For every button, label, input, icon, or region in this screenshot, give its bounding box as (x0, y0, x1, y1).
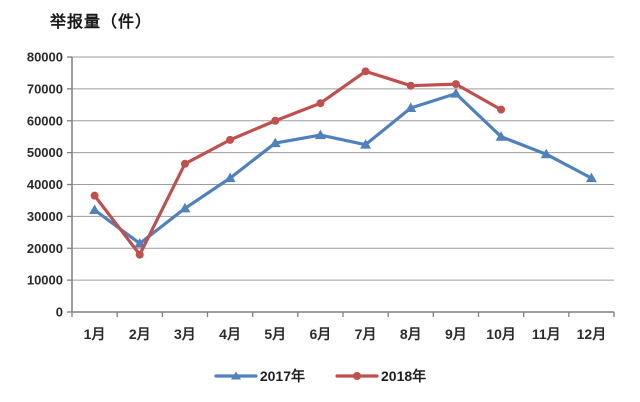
y-tick-label: 70000 (27, 81, 63, 96)
circle-marker (353, 372, 361, 380)
y-tick-label: 30000 (27, 209, 63, 224)
circle-marker (180, 159, 189, 168)
gridlines (67, 56, 614, 313)
legend-item-2017: 2017年 (214, 366, 305, 386)
triangle-marker (450, 88, 462, 98)
x-tick-label: 10月 (486, 326, 516, 342)
axes (71, 57, 615, 317)
triangle-marker (585, 172, 597, 183)
triangle-marker (224, 172, 236, 183)
legend-marker-2018-icon (335, 372, 379, 380)
series-2018年 (90, 67, 506, 259)
x-tick-label: 6月 (310, 326, 332, 342)
triangle-marker (360, 139, 372, 149)
circle-marker (451, 80, 460, 89)
triangle-marker (314, 129, 326, 140)
circle-marker (271, 116, 280, 125)
y-tick-label: 0 (56, 305, 63, 320)
y-tick-label: 50000 (27, 145, 63, 160)
y-tick-label: 80000 (27, 50, 63, 65)
triangle-marker (405, 102, 417, 112)
triangle-marker (230, 371, 241, 380)
y-tick-label: 10000 (27, 273, 63, 288)
circle-marker (406, 81, 415, 90)
circle-marker (135, 250, 144, 259)
circle-marker (90, 191, 99, 200)
x-tick-label: 5月 (264, 326, 286, 342)
x-tick-label: 1月 (84, 326, 106, 342)
x-tick-label: 7月 (355, 326, 377, 342)
x-tick-label: 11月 (532, 326, 561, 342)
series-line (92, 69, 503, 257)
triangle-marker (540, 148, 552, 159)
y-tick-label: 60000 (27, 113, 63, 128)
triangle-marker (269, 137, 281, 148)
y-axis-labels: 0 10000 20000 30000 40000 50000 60000 70000 8000… (27, 50, 63, 320)
triangle-marker (89, 204, 101, 214)
x-tick-label: 2月 (129, 326, 151, 342)
circle-marker (226, 135, 235, 144)
legend-marker-2017-icon (214, 371, 258, 380)
triangle-marker (179, 202, 191, 213)
x-tick-label: 3月 (174, 326, 196, 342)
chart-title: 举报量（件） (50, 14, 153, 31)
x-tick-label: 8月 (400, 326, 422, 342)
y-tick-label: 20000 (27, 241, 63, 256)
x-axis-labels: 1月 2月 3月 4月 5月 6月 7月 8月 9月 10月 11月 12月 (84, 326, 607, 342)
series-2017年 (89, 88, 597, 248)
legend-item-2018: 2018年 (335, 366, 426, 386)
circle-marker (361, 67, 370, 76)
legend-label-2017: 2017年 (259, 368, 305, 384)
circle-marker (316, 99, 325, 108)
legend: 2017年 2018年 (0, 366, 640, 386)
y-tick-label: 40000 (27, 177, 63, 192)
legend-label-2018: 2018年 (381, 368, 427, 384)
x-tick-label: 4月 (219, 326, 241, 342)
series-line (92, 92, 594, 246)
triangle-marker (495, 131, 507, 141)
x-tick-label: 12月 (577, 326, 607, 342)
x-tick-label: 9月 (445, 326, 467, 342)
triangle-marker (134, 237, 146, 248)
circle-marker (497, 105, 506, 114)
